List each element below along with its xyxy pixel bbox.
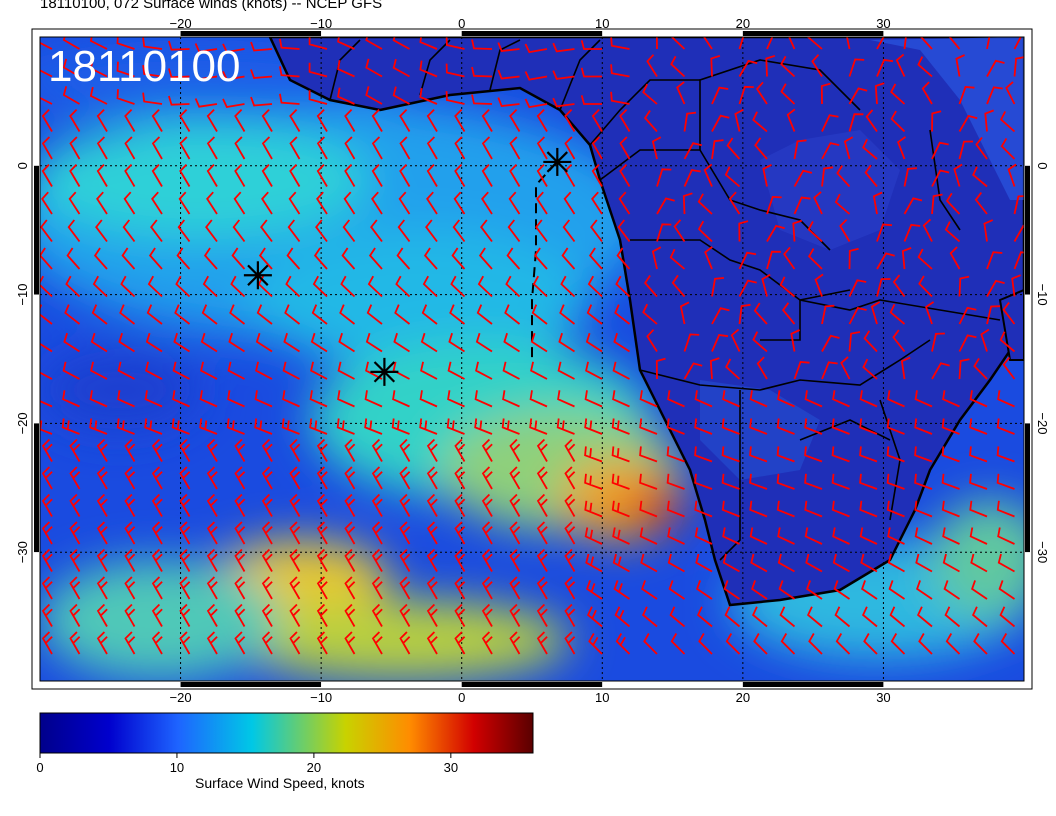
frame-bar <box>883 682 1024 687</box>
lon-tick-label-bottom: 30 <box>876 690 890 705</box>
frame-bar <box>40 31 181 36</box>
lon-tick-label-bottom: 10 <box>595 690 609 705</box>
frame-bar <box>34 423 39 553</box>
wind-barbs <box>40 37 1024 655</box>
axes: −20 −20 −10 −10 0 0 10 10 20 20 30 30 0 0 −10 −10 −20 −20… <box>15 16 1050 705</box>
map-title: 18110100, 072 Surface winds (knots) -- N… <box>40 0 383 12</box>
frame-bar <box>34 552 39 681</box>
lon-tick-label-top: −20 <box>170 16 192 31</box>
lon-tick-label-bottom: 20 <box>736 690 750 705</box>
frame-bar <box>40 682 181 687</box>
lat-tick-label-left: −30 <box>15 541 30 563</box>
lat-tick-label-left: 0 <box>15 162 30 169</box>
storm-marker-3 <box>543 147 572 176</box>
frame-bar <box>602 682 743 687</box>
lon-tick-label-top: 30 <box>876 16 890 31</box>
lat-tick-label-left: −20 <box>15 412 30 434</box>
wind-barb-field <box>40 37 1024 655</box>
storm-markers <box>243 147 572 386</box>
lat-tick-label-right: −10 <box>1035 284 1050 306</box>
frame-bar <box>34 165 39 295</box>
lat-tick-label-left: −10 <box>15 284 30 306</box>
lon-tick-label-bottom: 0 <box>458 690 465 705</box>
lat-tick-label-right: 0 <box>1035 162 1050 169</box>
colorbar-tick-label: 30 <box>443 760 459 775</box>
lon-tick-label-bottom: −10 <box>310 690 332 705</box>
storm-marker-2 <box>370 357 399 386</box>
frame-bar <box>1025 552 1030 681</box>
graticule <box>40 37 1024 681</box>
frame-bar <box>742 31 884 36</box>
frame-bar <box>34 37 39 166</box>
frame-bar <box>883 31 1024 36</box>
colorbar-label: Surface Wind Speed, knots <box>195 775 365 791</box>
frame-bar <box>321 682 462 687</box>
frame-bar <box>742 682 884 687</box>
frame-bar <box>461 682 603 687</box>
frame-bar <box>34 294 39 424</box>
frame-bar <box>602 31 743 36</box>
frame-bar <box>461 31 603 36</box>
colorbar-tick-label: 0 <box>36 760 44 775</box>
frame-bar <box>321 31 462 36</box>
date-stamp: 18110100 <box>48 42 241 91</box>
lon-tick-label-top: 0 <box>458 16 465 31</box>
lat-tick-label-right: −20 <box>1035 412 1050 434</box>
colorbar-gradient <box>39 712 534 754</box>
colorbar-tick-label: 10 <box>169 760 185 775</box>
lon-tick-label-top: −10 <box>310 16 332 31</box>
frame-bar <box>180 31 322 36</box>
frame-bar <box>1025 423 1030 553</box>
lon-tick-label-top: 10 <box>595 16 609 31</box>
lon-tick-label-bottom: −20 <box>170 690 192 705</box>
frame-bar <box>1025 37 1030 166</box>
frame-bar <box>1025 165 1030 295</box>
colorbar <box>39 712 534 758</box>
colorbar-tick-label: 20 <box>306 760 322 775</box>
lat-tick-label-right: −30 <box>1035 541 1050 563</box>
storm-marker-1 <box>243 261 272 290</box>
lon-tick-label-top: 20 <box>736 16 750 31</box>
frame-bar <box>1025 294 1030 424</box>
frame-bar <box>180 682 322 687</box>
wind-speed-field <box>40 37 1024 681</box>
